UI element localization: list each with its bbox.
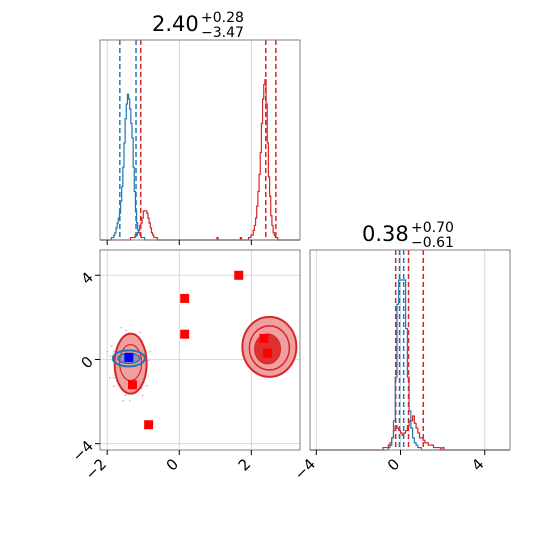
sample-point [145, 384, 148, 387]
sample-point [128, 399, 131, 402]
x-tick-label: 0 [384, 455, 403, 474]
red-marker [234, 270, 244, 280]
sample-point [112, 376, 115, 379]
title-param-0-value: 2.40 [152, 12, 199, 36]
title-param-1-value: 0.38 [362, 222, 409, 246]
histogram-panel-param-1 [309, 249, 511, 451]
sample-point [120, 326, 123, 329]
title-param-0-lower: −3.47 [201, 25, 244, 41]
sample-point [139, 331, 141, 334]
sample-point [124, 394, 127, 397]
red-marker [263, 348, 273, 358]
sample-point [147, 359, 150, 362]
sample-point [110, 345, 113, 347]
joint-panel-param-0-vs-param-1 [99, 249, 301, 451]
red-marker [259, 333, 269, 343]
x-tick-label: 4 [468, 455, 487, 474]
x-tick-label: 0 [163, 455, 182, 474]
red-marker [127, 380, 137, 390]
y-tick-label: 4 [78, 269, 97, 288]
title-param-0: 2.40 [152, 12, 199, 36]
sample-point [106, 350, 109, 353]
red-marker [144, 420, 154, 430]
title-param-1-lower: −0.61 [411, 235, 454, 251]
title-param-1-upper: +0.70 [411, 220, 454, 236]
sample-point [108, 376, 111, 379]
title-param-0-upper: +0.28 [201, 10, 244, 26]
blue-contour-outer [111, 349, 146, 368]
sample-point [109, 355, 112, 358]
histogram-panel-param-0 [99, 39, 301, 241]
title-param-1: 0.38 [362, 222, 409, 246]
sample-point [112, 385, 115, 388]
red-marker [180, 293, 190, 303]
sample-point [141, 394, 144, 397]
y-tick-label: 0 [78, 353, 97, 372]
sample-point [122, 399, 125, 402]
x-tick-label: 2 [235, 455, 254, 474]
sample-point [149, 350, 152, 353]
red-marker [180, 329, 190, 339]
sample-point [113, 350, 116, 353]
blue-marker [124, 352, 134, 362]
sample-point [125, 329, 128, 332]
x-tick-label: −4 [291, 455, 319, 483]
